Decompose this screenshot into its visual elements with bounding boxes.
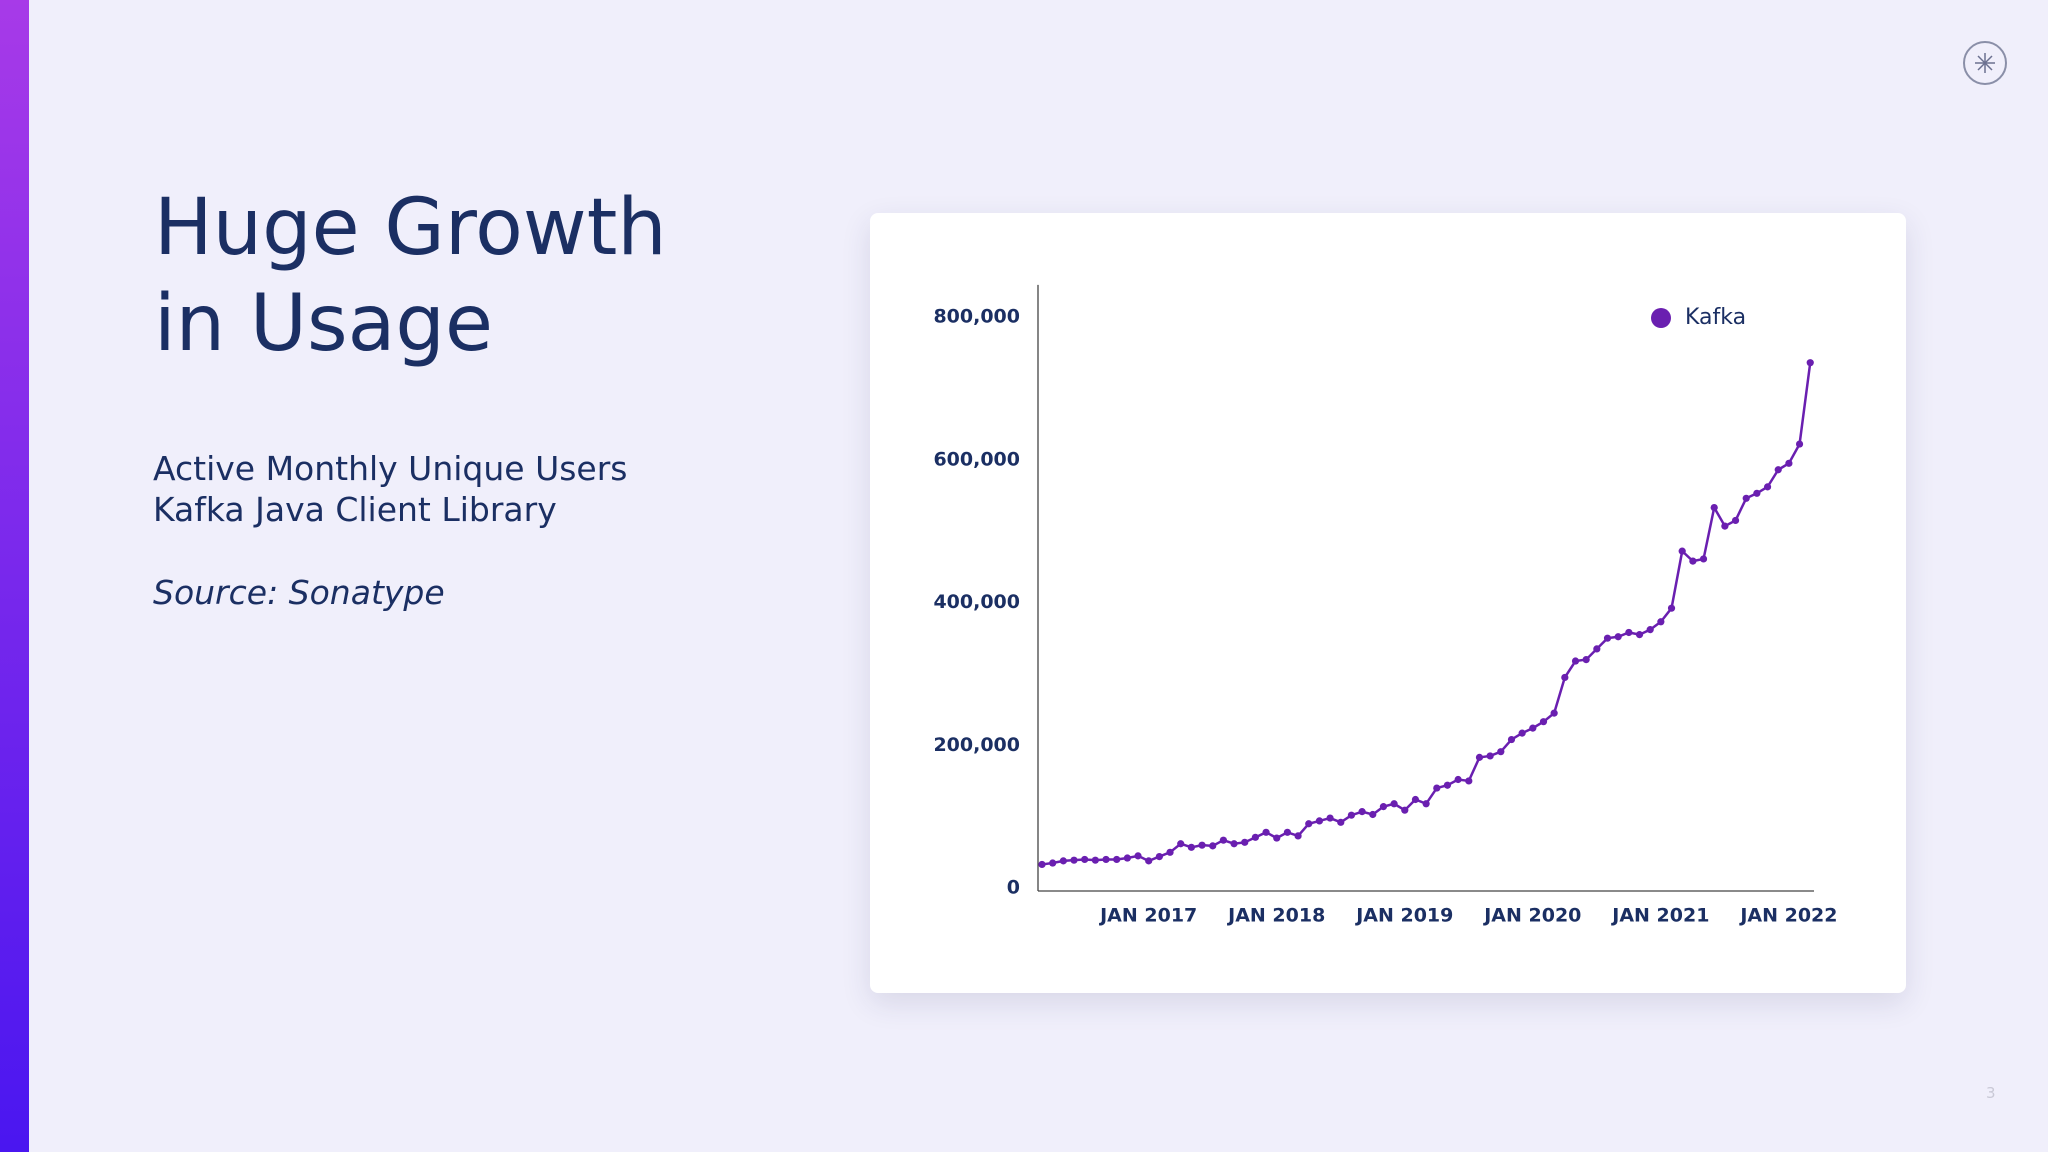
data-point	[1337, 818, 1345, 826]
data-point	[1422, 800, 1430, 808]
data-point	[1795, 440, 1804, 448]
data-point	[1358, 808, 1366, 816]
data-point	[1283, 828, 1292, 836]
page-number: 3	[1986, 1084, 1996, 1102]
data-point	[1614, 633, 1622, 641]
y-tick-label: 400,000	[933, 591, 1020, 613]
data-point	[1102, 855, 1110, 864]
data-point	[1486, 752, 1494, 760]
data-point	[1443, 781, 1452, 789]
x-tick-label: JAN 2019	[1354, 905, 1453, 927]
data-point	[1230, 840, 1238, 848]
data-point	[1646, 626, 1654, 634]
data-point	[1667, 604, 1676, 612]
data-point	[1081, 855, 1089, 864]
y-tick-label: 600,000	[933, 448, 1020, 470]
title-line: Huge Growth	[154, 183, 667, 273]
subtitle-line: Kafka Java Client Library	[153, 490, 557, 529]
logo	[1963, 41, 2007, 85]
data-point	[1678, 547, 1686, 555]
data-point	[1582, 656, 1590, 664]
x-tick-label: JAN 2022	[1738, 905, 1837, 927]
data-point	[1326, 814, 1334, 822]
data-point	[1433, 784, 1441, 792]
legend-label: Kafka	[1685, 305, 1746, 330]
data-point	[1166, 848, 1174, 856]
title-line: in Usage	[154, 279, 493, 369]
data-point	[1241, 838, 1249, 846]
data-point	[1721, 522, 1729, 530]
data-point	[1699, 555, 1708, 563]
data-point	[1550, 709, 1558, 717]
data-point	[1507, 735, 1516, 744]
data-point	[1315, 817, 1324, 825]
data-point	[1059, 857, 1067, 865]
data-point	[1529, 724, 1537, 732]
data-point	[1561, 673, 1569, 682]
data-point	[1091, 856, 1099, 864]
data-point	[1518, 729, 1526, 737]
data-point	[1742, 494, 1750, 502]
data-point	[1155, 852, 1163, 861]
data-point	[1603, 634, 1612, 642]
data-point	[1251, 833, 1259, 841]
data-point	[1369, 810, 1377, 819]
data-point	[1177, 840, 1185, 848]
data-point	[1294, 832, 1302, 840]
data-point	[1454, 775, 1462, 784]
subtitle-line: Active Monthly Unique Users	[153, 449, 628, 488]
subtitle: Active Monthly Unique Users Kafka Java Cl…	[153, 448, 628, 530]
data-point	[1145, 857, 1153, 865]
data-point	[1710, 503, 1718, 512]
data-point	[1731, 516, 1740, 525]
x-tick-label: JAN 2020	[1482, 905, 1581, 927]
data-point	[1305, 820, 1313, 828]
data-point	[1465, 777, 1473, 785]
data-point	[1219, 836, 1227, 844]
data-point	[1198, 841, 1206, 849]
data-point	[1635, 631, 1644, 639]
data-point	[1753, 489, 1761, 497]
data-point	[1763, 483, 1772, 491]
data-point	[1593, 645, 1601, 653]
data-point	[1049, 859, 1057, 867]
data-point	[1571, 657, 1580, 665]
data-point	[1785, 459, 1793, 467]
x-tick-label: JAN 2018	[1226, 905, 1325, 927]
y-tick-label: 0	[1007, 877, 1020, 899]
data-point	[1070, 856, 1078, 864]
data-point	[1625, 628, 1633, 637]
data-point	[1123, 854, 1131, 862]
slide-title: Huge Growth in Usage	[154, 180, 667, 372]
data-point	[1187, 843, 1195, 851]
y-tick-label: 200,000	[933, 734, 1020, 756]
x-tick-label: JAN 2017	[1098, 905, 1197, 927]
source: Source: Sonatype	[153, 573, 445, 612]
data-point	[1689, 557, 1697, 565]
data-point	[1273, 834, 1281, 842]
series-line	[1041, 362, 1812, 866]
data-point	[1038, 860, 1046, 869]
data-point	[1379, 803, 1388, 811]
legend-marker	[1651, 308, 1671, 328]
data-point	[1657, 618, 1665, 626]
data-point	[1401, 806, 1409, 814]
data-point	[1497, 748, 1505, 756]
data-point	[1774, 466, 1782, 474]
accent-bar	[0, 0, 29, 1152]
data-point	[1539, 718, 1548, 726]
x-tick-label: JAN 2021	[1610, 905, 1709, 927]
data-point	[1113, 855, 1121, 864]
data-point	[1262, 828, 1270, 836]
data-point	[1806, 359, 1814, 367]
data-point	[1411, 795, 1420, 804]
data-point	[1134, 852, 1142, 860]
data-point	[1475, 753, 1484, 761]
y-tick-label: 800,000	[933, 306, 1020, 328]
data-point	[1209, 842, 1217, 850]
data-point	[1347, 811, 1356, 819]
data-point	[1390, 800, 1398, 808]
